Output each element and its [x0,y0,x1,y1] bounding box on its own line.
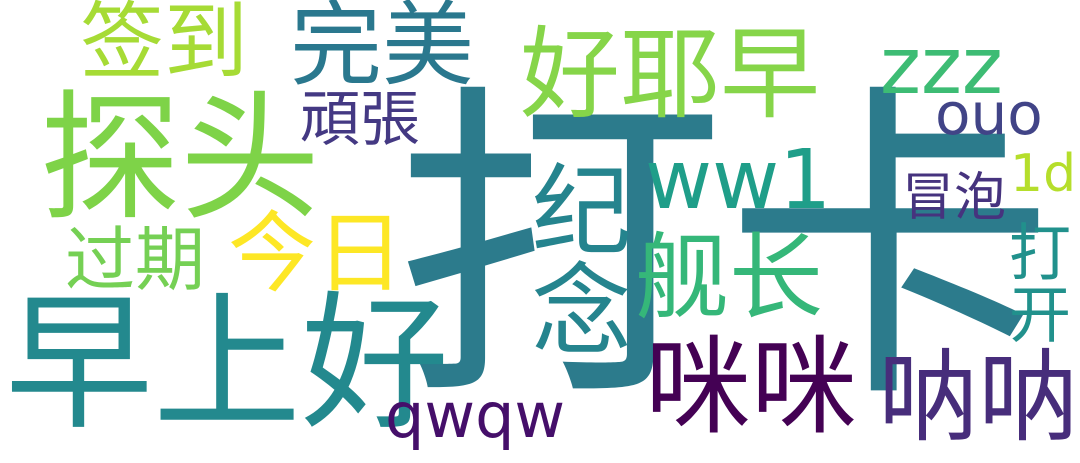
word-nana: 呐呐 [878,339,1078,456]
word-tantou: 探头 [40,78,321,241]
word-haoyezao: 好耶早 [520,16,820,133]
word-1d: 1d [1010,144,1077,204]
word-qiandao: 签到 [80,0,249,91]
word-wanmei: 完美 [290,0,475,99]
word-zzz: zzz [880,22,1003,112]
word-guoqi: 过期 [65,219,205,301]
word-mimi: 咪咪 [645,326,857,449]
word-jinian: 纪念 [514,158,631,358]
word-jinri: 今日 [228,202,405,305]
word-qwqw: qwqw [385,379,566,452]
word-zaoshanghao: 早上好 [5,278,449,450]
word-wanzhang: 頑張 [300,85,420,155]
word-maopao: 冒泡 [902,168,1007,228]
word-daka: 打卡 [395,58,1055,442]
word-ouo: ouo [935,80,1043,148]
word-ww1: ww1 [645,133,832,228]
word-dakai: 打开 [998,220,1071,344]
word-jianzhang: 舰长 [635,224,824,333]
